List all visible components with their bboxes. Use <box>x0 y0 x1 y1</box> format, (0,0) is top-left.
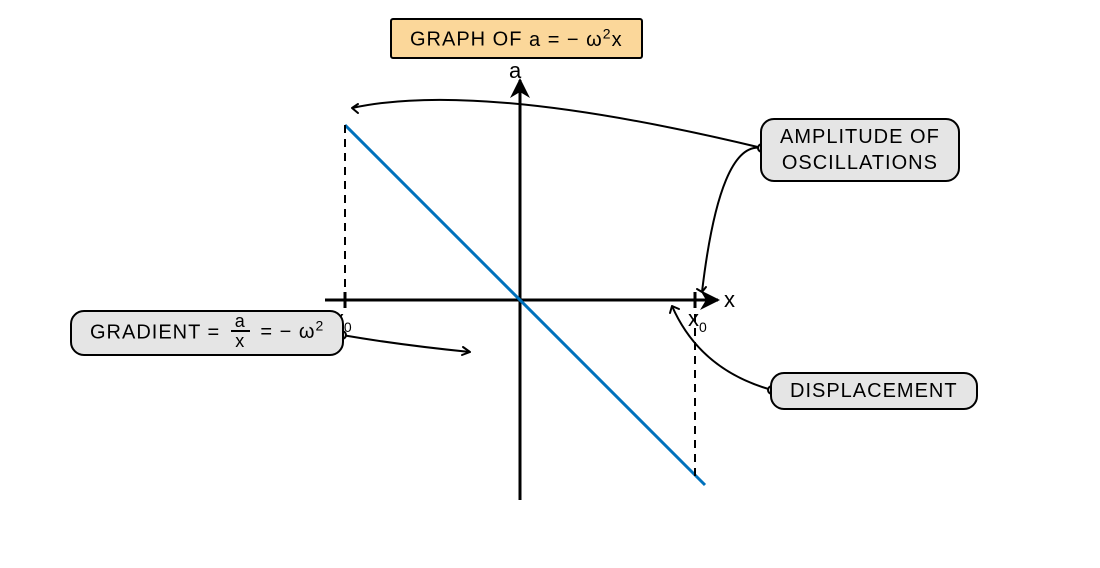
gradient-prefix: GRADIENT = <box>90 321 227 343</box>
gradient-fraction: a x <box>231 312 250 350</box>
title-equation: a = − ω2x <box>529 29 623 51</box>
diagram-svg: a x −x0 x0 <box>0 0 1100 568</box>
axis-label-a: a <box>509 58 522 83</box>
displacement-tag: DISPLACEMENT <box>770 372 978 410</box>
axis-label-pos-x0: x0 <box>688 306 707 335</box>
axis-labels: a x −x0 x0 <box>320 58 735 335</box>
gradient-num: a <box>231 312 250 332</box>
amplitude-line1: AMPLITUDE OF <box>780 126 940 148</box>
amplitude-line2: OSCILLATIONS <box>782 152 938 174</box>
title-box: GRAPH OF a = − ω2x <box>390 18 643 59</box>
axis-label-x: x <box>724 287 735 312</box>
displacement-leader <box>670 306 772 390</box>
amplitude-tag: AMPLITUDE OF OSCILLATIONS <box>760 118 960 182</box>
gradient-suffix: = − ω2 <box>260 321 324 343</box>
diagram-stage: a x −x0 x0 <box>0 0 1100 568</box>
amplitude-leaders <box>352 100 762 292</box>
tag-eyelets <box>338 144 776 394</box>
title-prefix: GRAPH OF <box>410 29 529 51</box>
gradient-leader <box>342 335 470 355</box>
gradient-tag: GRADIENT = a x = − ω2 <box>70 310 344 356</box>
displacement-text: DISPLACEMENT <box>790 380 958 402</box>
gradient-den: x <box>231 332 250 350</box>
graph-line <box>345 125 705 485</box>
